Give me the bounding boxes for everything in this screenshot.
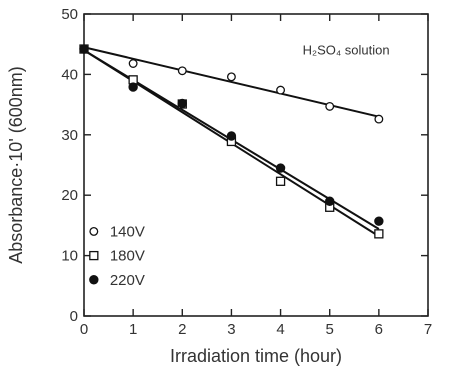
data-point-140V	[374, 114, 384, 124]
x-tick-label: 2	[178, 321, 186, 338]
data-point-220V	[79, 44, 89, 54]
data-point-140V	[276, 85, 286, 95]
data-point-140V	[128, 59, 138, 68]
x-tick-label: 0	[80, 321, 88, 338]
data-point-220V	[226, 131, 237, 141]
y-tick-label: 30	[61, 127, 78, 144]
plot-frame	[83, 13, 429, 317]
data-point-140V	[226, 72, 236, 82]
x-tick-label: 4	[276, 321, 284, 338]
legend: 140V 180V 220V	[89, 223, 145, 289]
x-tick-label: 6	[375, 321, 383, 338]
fit-line-140V	[83, 46, 380, 118]
annotation-label: H₂SO₄ solution	[303, 42, 390, 57]
x-tick-label: 1	[129, 321, 137, 338]
x-tick-label: 3	[227, 321, 235, 338]
data-point-220V	[325, 196, 335, 206]
plot-area	[83, 13, 429, 317]
legend-label-140V: 140V	[110, 223, 145, 240]
y-axis-title: Absorbance·10' (600nm)	[6, 66, 26, 264]
legend-label-180V: 180V	[110, 248, 145, 265]
tick-labels: 0 1 2 3 4 5 6 7 0 10 20 30 40 50	[61, 6, 432, 338]
x-tick-label: 7	[424, 321, 432, 338]
data-point-140V	[177, 66, 187, 76]
data-point-220V	[177, 98, 187, 109]
data-points	[79, 44, 384, 239]
legend-label-220V: 220V	[110, 272, 145, 289]
x-tick-label: 5	[326, 321, 334, 338]
data-point-140V	[325, 101, 335, 111]
y-tick-label: 50	[61, 6, 78, 23]
data-point-180V	[275, 176, 286, 186]
legend-marker-140V	[89, 226, 99, 236]
x-axis-title: Irradiation time (hour)	[170, 346, 342, 366]
y-tick-label: 40	[61, 66, 78, 83]
y-tick-label: 0	[70, 308, 78, 325]
y-tick-label: 10	[61, 248, 78, 265]
data-point-220V	[128, 82, 138, 92]
legend-marker-220V	[89, 275, 99, 285]
data-point-220V	[374, 216, 384, 226]
data-point-220V	[275, 163, 286, 173]
y-tick-label: 20	[61, 187, 78, 204]
legend-marker-180V	[89, 250, 99, 261]
data-point-180V	[374, 229, 384, 239]
